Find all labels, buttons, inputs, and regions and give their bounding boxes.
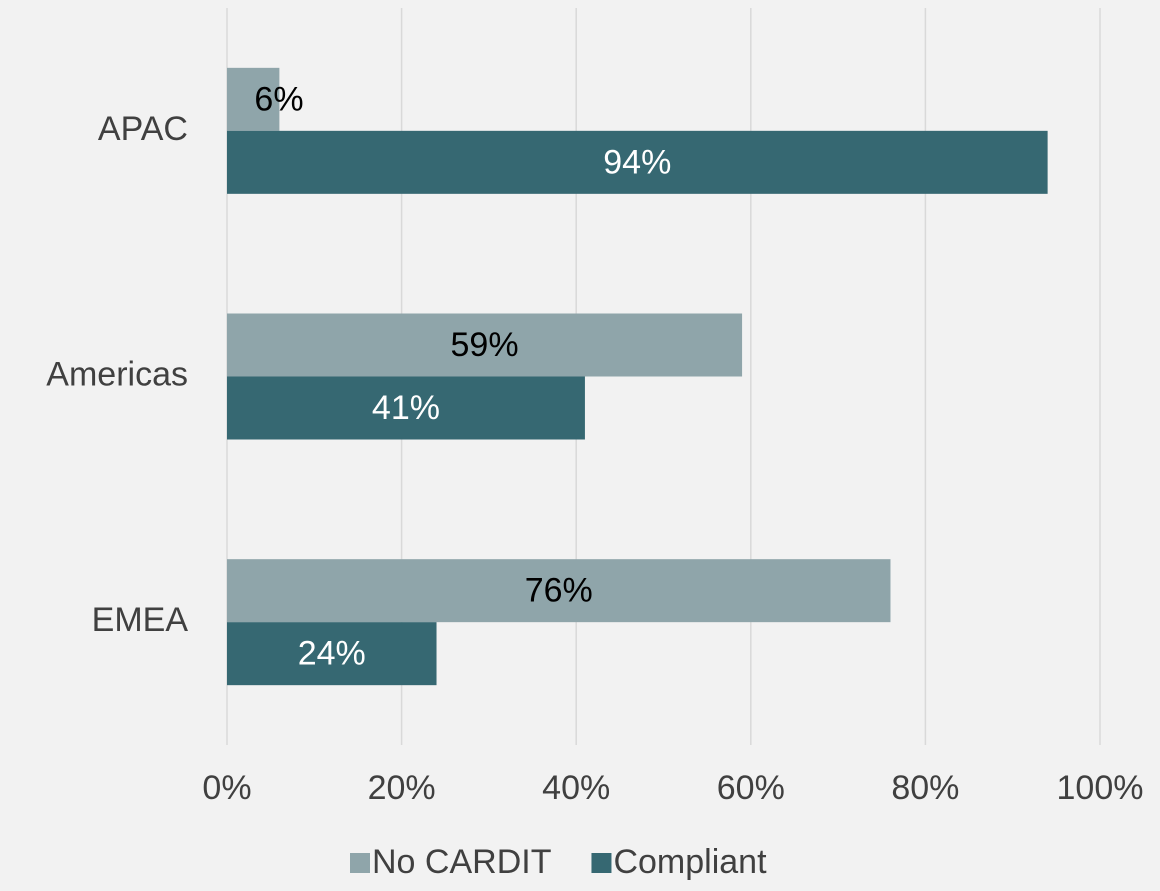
data-label: 76% [525,572,593,610]
x-tick-label: 60% [717,769,785,807]
legend-label: No CARDIT [372,843,551,881]
x-tick-label: 20% [368,769,436,807]
y-tick-label: APAC [98,110,188,148]
bar [227,313,743,377]
legend-label: Compliant [613,843,767,881]
x-tick-label: 100% [1057,769,1144,807]
bar [227,67,280,131]
x-tick-label: 80% [891,769,959,807]
y-tick-label: EMEA [92,601,189,639]
x-tick-label: 0% [202,769,251,807]
bar [227,559,891,623]
legend-swatch [350,853,370,873]
bar [227,130,1048,194]
legend-swatch [591,853,612,873]
data-label: 59% [451,326,519,364]
y-tick-label: Americas [46,355,188,393]
bar [227,376,585,440]
x-tick-label: 40% [542,769,610,807]
data-label: 6% [254,80,303,118]
data-label: 24% [298,635,366,673]
data-label: 41% [372,389,440,427]
data-label: 94% [603,143,671,181]
bar [227,622,437,686]
